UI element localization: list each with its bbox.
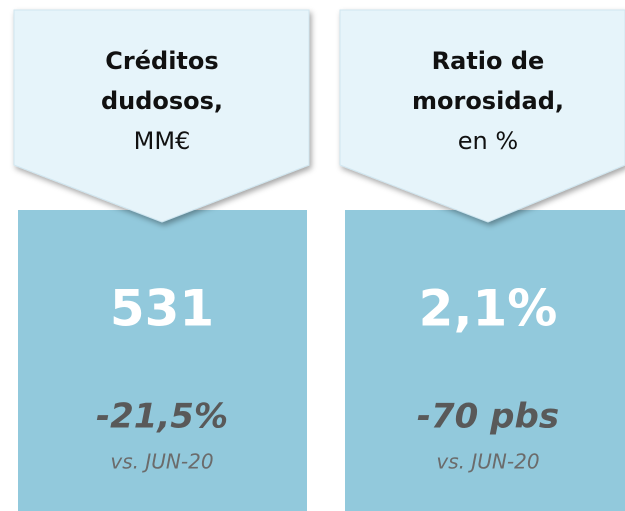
card-title-line: Ratio de	[432, 47, 545, 75]
card-title-line: en %	[458, 127, 518, 155]
card	[13, 9, 310, 511]
kpi-note: vs. JUN-20	[110, 450, 213, 474]
card-title-line: morosidad,	[412, 87, 564, 115]
card-header	[339, 9, 625, 223]
kpi-value: 531	[110, 280, 214, 338]
kpi-change: -21,5%	[96, 397, 228, 437]
card-body	[18, 210, 307, 511]
kpi-value: 2,1%	[419, 280, 558, 338]
kpi-change: -70 pbs	[417, 397, 559, 437]
card-title-line: MM€	[134, 127, 191, 155]
card-title-line: Créditos	[105, 47, 218, 75]
card	[339, 9, 625, 511]
card-title-line: dudosos,	[101, 87, 223, 115]
kpi-note: vs. JUN-20	[436, 450, 539, 474]
card-header	[13, 9, 310, 223]
card-body	[345, 210, 625, 511]
